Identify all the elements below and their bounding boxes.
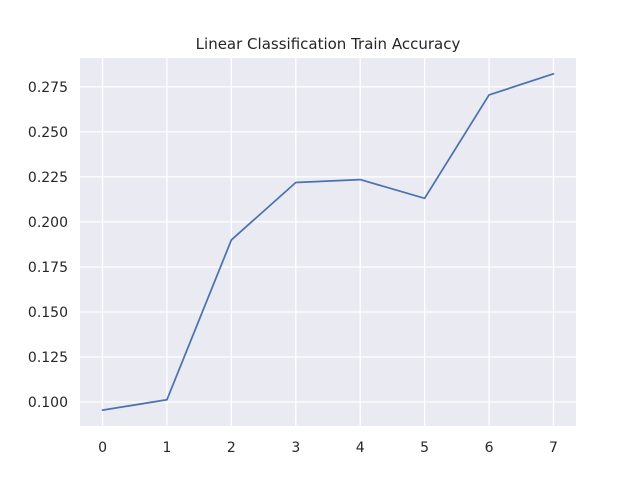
x-tick-label: 4 bbox=[356, 440, 365, 456]
grid-lines bbox=[80, 58, 576, 426]
series-line bbox=[101, 72, 555, 412]
y-tick-label: 0.275 bbox=[28, 80, 68, 96]
chart-title: Linear Classification Train Accuracy bbox=[196, 35, 461, 53]
x-tick-label: 2 bbox=[227, 440, 236, 456]
series-layer bbox=[101, 72, 555, 412]
y-tick-label: 0.175 bbox=[28, 260, 68, 276]
y-tick-label: 0.100 bbox=[28, 395, 68, 411]
y-tick-label: 0.200 bbox=[28, 215, 68, 231]
x-tick-label: 3 bbox=[291, 440, 300, 456]
x-tick-label: 6 bbox=[485, 440, 494, 456]
x-tick-label: 5 bbox=[420, 440, 429, 456]
y-tick-label: 0.150 bbox=[28, 305, 68, 321]
y-tick-label: 0.225 bbox=[28, 170, 68, 186]
y-tick-label: 0.125 bbox=[28, 350, 68, 366]
y-tick-labels: 0.100 0.125 0.150 0.175 0.200 0.225 0.250 0.275 bbox=[28, 80, 68, 411]
x-tick-label: 1 bbox=[163, 440, 172, 456]
x-tick-labels: 0 1 2 3 4 5 6 7 bbox=[98, 440, 558, 456]
y-tick-label: 0.250 bbox=[28, 125, 68, 141]
x-tick-label: 0 bbox=[98, 440, 107, 456]
x-tick-label: 7 bbox=[549, 440, 558, 456]
plot-area bbox=[80, 58, 576, 426]
